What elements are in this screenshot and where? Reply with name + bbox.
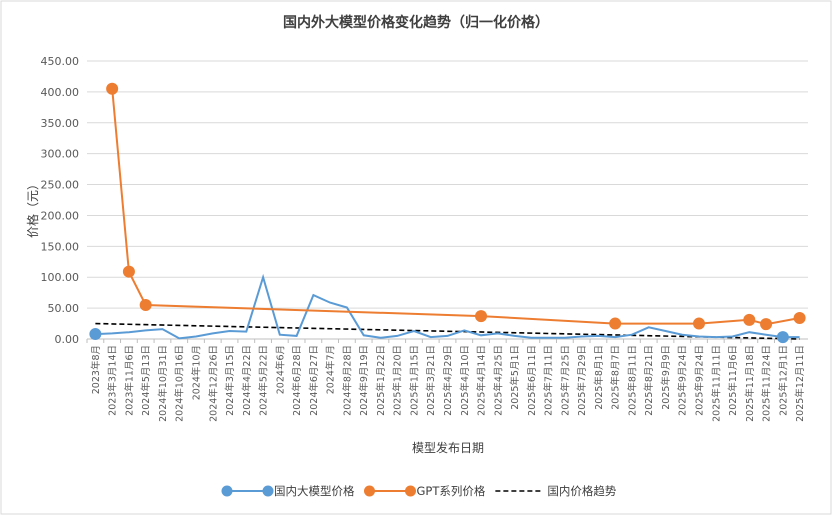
gpt-point — [793, 311, 806, 324]
x-tick-label: 2024年10月16日 — [174, 345, 186, 422]
gpt-point — [106, 82, 119, 95]
x-tick-label: 2025年4月29日 — [442, 345, 454, 416]
y-tick-label: 200.00 — [41, 209, 80, 222]
y-tick-label: 0.00 — [55, 333, 80, 346]
x-tick-label: 2024年6月 — [274, 345, 286, 394]
x-tick-label: 2025年7月11日 — [543, 345, 555, 416]
x-tick-label: 2024年10月31日 — [157, 345, 169, 422]
x-tick-label: 2025年9月24日 — [694, 345, 706, 416]
legend: 国内大模型价格 GPT系列价格 国内价格趋势 — [221, 484, 617, 498]
x-tick-label: 2025年3月21日 — [425, 345, 437, 416]
x-tick-label: 2024年4月22日 — [241, 345, 253, 416]
x-tick-label: 2023年3月14日 — [107, 345, 119, 416]
x-tick-label: 2023年8月 — [90, 345, 102, 394]
y-axis-label: 价格（元） — [25, 178, 40, 238]
x-tick-label: 2024年10月 — [190, 345, 202, 400]
gpt-point — [743, 313, 756, 326]
x-tick-label: 2025年6月11日 — [526, 345, 538, 416]
x-tick-label: 2025年11月11日 — [710, 345, 722, 422]
domestic-point — [776, 331, 789, 344]
y-axis-ticks: 0.00 50.00 100.00 150.00 200.00 250.00 300.00 3… — [41, 55, 80, 346]
x-tick-label: 2025年8月11日 — [626, 345, 638, 416]
y-tick-label: 250.00 — [41, 179, 80, 192]
legend-item: GPT系列价格 — [364, 484, 486, 498]
legend-label: 国内大模型价格 — [274, 484, 355, 498]
x-tick-label: 2025年5月1日 — [509, 345, 521, 410]
chart-title: 国内外大模型价格变化趋势（归一化价格） — [283, 14, 549, 31]
x-tick-label: 2025年12月11日 — [794, 345, 806, 422]
x-tick-label: 2024年7月 — [325, 345, 337, 394]
x-tick-label: 2025年7月25日 — [559, 345, 571, 416]
y-tick-label: 450.00 — [41, 55, 80, 68]
gpt-point — [122, 265, 135, 278]
x-tick-label: 2024年5月22日 — [258, 345, 270, 416]
legend-item: 国内大模型价格 — [221, 484, 355, 498]
x-tick-label: 2025年4月14日 — [476, 345, 488, 416]
gpt-point — [609, 317, 622, 330]
legend-label: GPT系列价格 — [417, 484, 486, 498]
x-tick-label: 2025年8月1日 — [593, 345, 605, 410]
x-tick-label: 2025年1月22日 — [375, 345, 387, 416]
gpt-point — [139, 299, 152, 312]
x-tick-label: 2025年9月24日 — [677, 345, 689, 416]
gpt-point — [693, 317, 706, 330]
x-tick-label: 2025年4月10日 — [459, 345, 471, 416]
domestic-point — [89, 328, 102, 341]
x-axis-ticks: 2023年8月 2023年3月14日 2023年11月6日 2024年5月13日 202… — [86, 339, 806, 422]
legend-label: 国内价格趋势 — [547, 484, 616, 498]
grid-lines — [87, 60, 808, 340]
y-tick-label: 150.00 — [41, 240, 80, 253]
legend-swatch-marker — [262, 485, 274, 497]
y-tick-label: 350.00 — [41, 117, 80, 130]
x-tick-label: 2024年9月19日 — [358, 345, 370, 416]
x-tick-label: 2024年12月26日 — [207, 345, 219, 422]
x-tick-label: 2025年12月1日 — [777, 345, 789, 416]
x-tick-label: 2025年4月25日 — [492, 345, 504, 416]
x-tick-label: 2024年3月15日 — [224, 345, 236, 416]
x-tick-label: 2025年11月6日 — [727, 345, 739, 416]
x-tick-label: 2025年1月20日 — [392, 345, 404, 416]
x-tick-label: 2024年5月13日 — [140, 345, 152, 416]
x-tick-label: 2024年6月28日 — [291, 345, 303, 416]
x-tick-label: 2025年8月7日 — [610, 345, 622, 410]
x-tick-label: 2025年11月24日 — [761, 345, 773, 422]
legend-item: 国内价格趋势 — [495, 484, 617, 498]
x-tick-label: 2024年6月27日 — [308, 345, 320, 416]
x-tick-label: 2025年1月15日 — [408, 345, 420, 416]
x-tick-label: 2023年11月6日 — [123, 345, 135, 416]
x-tick-label: 2025年11月18日 — [744, 345, 756, 422]
series-layer — [89, 82, 806, 344]
series-line-domestic — [95, 273, 800, 340]
gpt-point — [760, 318, 773, 331]
gpt-point — [475, 310, 488, 323]
legend-swatch-marker — [221, 485, 233, 497]
y-tick-label: 100.00 — [41, 271, 80, 284]
x-tick-label: 2024年8月28日 — [341, 345, 353, 416]
x-tick-label: 2025年8月21日 — [643, 345, 655, 416]
y-tick-label: 300.00 — [41, 148, 80, 161]
x-tick-label: 2025年7月29日 — [576, 345, 588, 416]
x-tick-label: 2025年9月9日 — [660, 345, 672, 410]
y-tick-label: 400.00 — [41, 86, 80, 99]
y-tick-label: 50.00 — [48, 302, 80, 315]
series-trend-line — [95, 322, 800, 340]
x-axis-label: 模型发布日期 — [412, 440, 484, 455]
legend-swatch-marker — [364, 485, 375, 497]
legend-swatch-marker — [405, 485, 416, 497]
